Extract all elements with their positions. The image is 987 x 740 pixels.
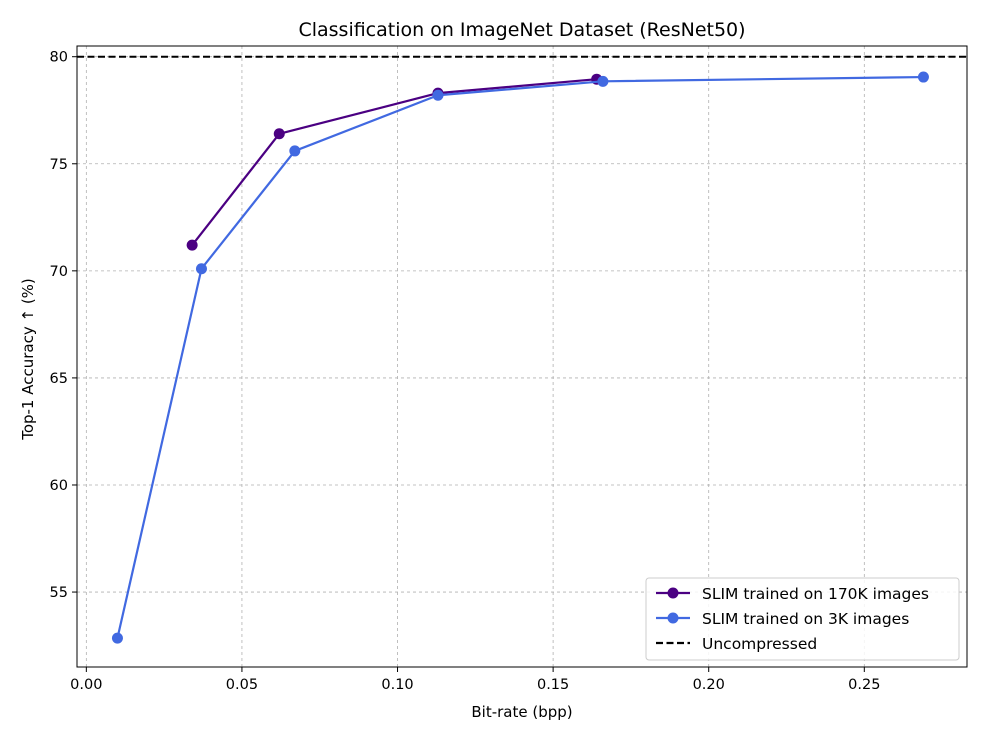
series-line-3k	[116, 75, 924, 639]
legend-box	[645, 577, 960, 661]
data-point-170k	[273, 128, 285, 140]
y-tick-label: 75	[50, 157, 68, 173]
y-tick-label: 80	[50, 50, 68, 66]
y-tick-label: 70	[50, 264, 68, 280]
y-tick-label: 60	[50, 478, 68, 494]
data-point-3k	[917, 71, 929, 83]
y-tick-label: 55	[50, 585, 68, 601]
legend-marker-170k	[667, 587, 679, 599]
x-tick-label: 0.15	[537, 677, 569, 693]
data-point-3k	[195, 263, 207, 275]
data-point-3k	[597, 75, 609, 87]
y-axis-ticks: 55 60 65 70 75 80	[50, 50, 77, 601]
x-axis-label: Bit-rate (bpp)	[471, 703, 572, 721]
series-group	[111, 71, 929, 644]
legend: SLIM trained on 170K images SLIM trained…	[645, 577, 960, 661]
data-point-3k	[289, 145, 301, 157]
x-tick-label: 0.20	[693, 677, 725, 693]
series-170k	[186, 73, 603, 251]
chart-title: Classification on ImageNet Dataset (ResN…	[298, 19, 745, 41]
x-tick-label: 0.25	[848, 677, 880, 693]
x-tick-label: 0.00	[70, 677, 102, 693]
data-point-170k	[186, 239, 198, 251]
series-3k	[111, 71, 929, 644]
data-point-3k	[111, 632, 123, 644]
legend-marker-3k	[667, 612, 679, 624]
x-tick-label: 0.05	[226, 677, 258, 693]
x-tick-label: 0.10	[381, 677, 413, 693]
legend-label-170k: SLIM trained on 170K images	[702, 585, 929, 603]
plot-frame	[76, 45, 968, 668]
data-point-3k	[432, 89, 444, 101]
y-axis-label: Top-1 Accuracy ↑ (%)	[19, 278, 37, 441]
legend-label-uncompressed: Uncompressed	[702, 635, 817, 653]
y-tick-label: 65	[50, 371, 68, 387]
legend-label-3k: SLIM trained on 3K images	[702, 610, 909, 628]
series-line-170k	[191, 78, 597, 246]
grid	[77, 46, 967, 667]
x-axis-ticks: 0.00 0.05 0.10 0.15 0.20 0.25	[70, 667, 880, 693]
